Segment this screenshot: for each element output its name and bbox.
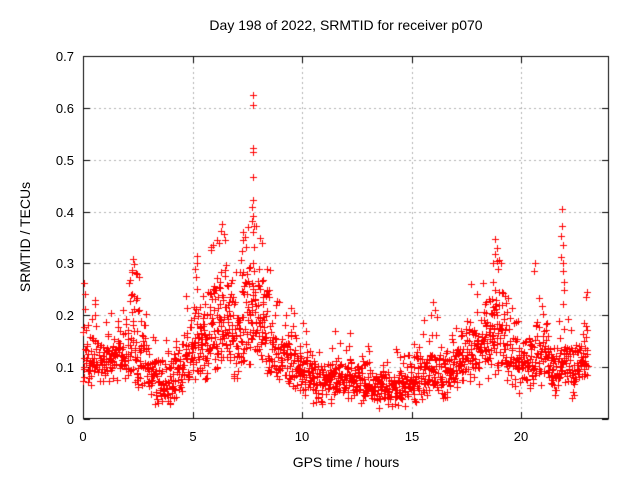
chart-title: Day 198 of 2022, SRMTID for receiver p07…: [209, 17, 483, 33]
y-tick-label: 0.3: [55, 256, 74, 271]
x-tick-label: 0: [79, 429, 87, 444]
x-tick-label: 5: [189, 429, 197, 444]
y-tick-label: 0.7: [55, 49, 74, 64]
y-tick-label: 0.6: [55, 101, 74, 116]
x-tick-label: 20: [513, 429, 529, 444]
y-tick-label: 0.1: [55, 360, 74, 375]
y-tick-label: 0.2: [55, 308, 74, 323]
x-tick-label: 10: [294, 429, 310, 444]
x-tick-label: 15: [404, 429, 420, 444]
y-axis-label: SRMTID / TECUs: [17, 181, 33, 293]
x-axis-label: GPS time / hours: [292, 454, 400, 470]
y-tick-label: 0.5: [55, 153, 74, 168]
y-tick-label: 0: [66, 412, 74, 427]
y-tick-label: 0.4: [55, 205, 74, 220]
